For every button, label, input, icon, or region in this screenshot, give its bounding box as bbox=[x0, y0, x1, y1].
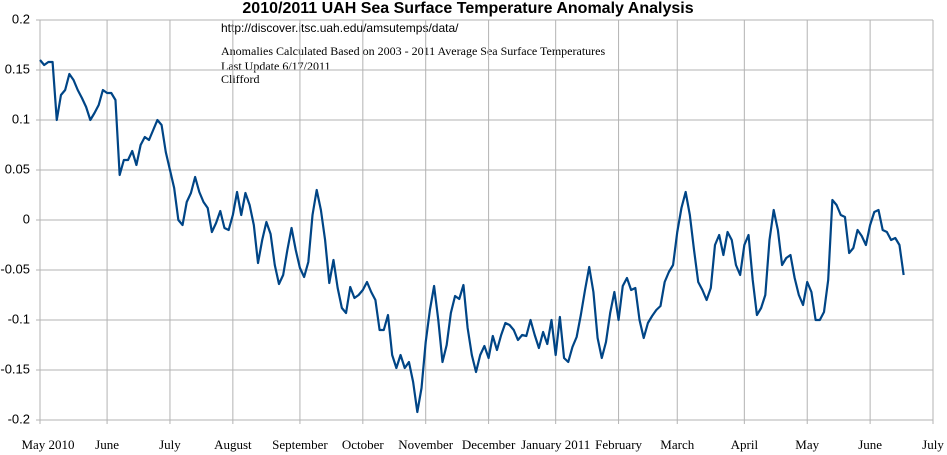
annotation: Anomalies Calculated Based on 2003 - 201… bbox=[221, 44, 605, 58]
x-tick-label: June bbox=[95, 437, 119, 452]
y-tick-label: -0.1 bbox=[8, 311, 30, 326]
data-line bbox=[39, 59, 905, 414]
x-tick-label: June bbox=[858, 437, 882, 452]
annotation: http://discover.itsc.uah.edu/amsutemps/d… bbox=[221, 21, 459, 35]
x-tick-label: February bbox=[595, 437, 642, 452]
y-tick-label: 0.1 bbox=[12, 111, 30, 126]
x-tick-label: September bbox=[272, 437, 328, 452]
x-tick-label: January 2011 bbox=[521, 437, 590, 452]
x-tick-label: November bbox=[398, 437, 454, 452]
x-tick-label: August bbox=[214, 437, 252, 452]
x-tick-label: July bbox=[922, 437, 944, 452]
x-tick-label: April bbox=[731, 437, 759, 452]
y-tick-label: -0.05 bbox=[0, 261, 30, 276]
x-tick-label: May bbox=[795, 437, 819, 452]
y-tick-label: 0 bbox=[23, 211, 30, 226]
y-tick-label: 0.15 bbox=[5, 61, 30, 76]
annotation: Clifford bbox=[221, 72, 259, 86]
chart-title: 2010/2011 UAH Sea Surface Temperature An… bbox=[242, 0, 693, 17]
x-tick-label: October bbox=[342, 437, 385, 452]
x-tick-label: May 2010 bbox=[21, 437, 74, 452]
y-tick-label: 0.05 bbox=[5, 161, 30, 176]
x-tick-label: December bbox=[462, 437, 516, 452]
annotation: Last Update 6/17/2011 bbox=[221, 59, 331, 73]
y-tick-label: -0.2 bbox=[8, 411, 30, 426]
y-tick-label: -0.15 bbox=[0, 361, 30, 376]
x-tick-label: July bbox=[159, 437, 181, 452]
y-tick-label: 0.2 bbox=[12, 11, 30, 26]
x-tick-label: March bbox=[660, 437, 694, 452]
